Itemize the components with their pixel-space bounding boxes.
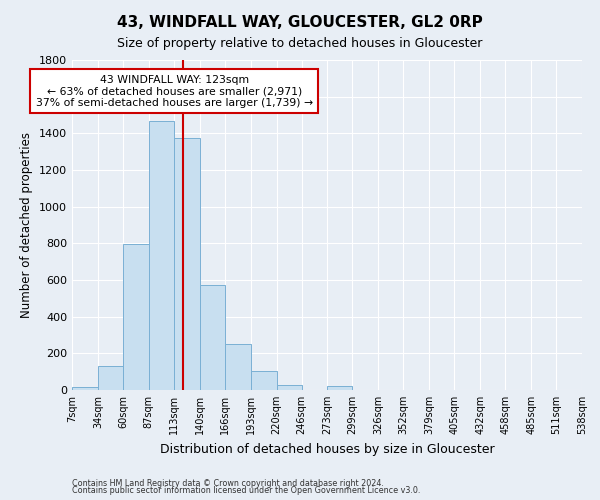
Bar [123,244,149,390]
Bar [200,284,225,390]
Bar [251,371,277,390]
Text: 43 WINDFALL WAY: 123sqm
← 63% of detached houses are smaller (2,971)
37% of semi: 43 WINDFALL WAY: 123sqm ← 63% of detache… [36,74,313,108]
Bar [72,387,98,390]
Bar [225,344,251,390]
Text: Contains public sector information licensed under the Open Government Licence v3: Contains public sector information licen… [72,486,421,495]
Bar [149,120,174,390]
Bar [328,386,352,390]
Y-axis label: Number of detached properties: Number of detached properties [20,132,34,318]
Bar [174,138,200,390]
Bar [277,384,302,390]
X-axis label: Distribution of detached houses by size in Gloucester: Distribution of detached houses by size … [160,442,494,456]
Text: 43, WINDFALL WAY, GLOUCESTER, GL2 0RP: 43, WINDFALL WAY, GLOUCESTER, GL2 0RP [117,15,483,30]
Bar [98,366,123,390]
Text: Contains HM Land Registry data © Crown copyright and database right 2024.: Contains HM Land Registry data © Crown c… [72,478,384,488]
Text: Size of property relative to detached houses in Gloucester: Size of property relative to detached ho… [118,38,482,51]
